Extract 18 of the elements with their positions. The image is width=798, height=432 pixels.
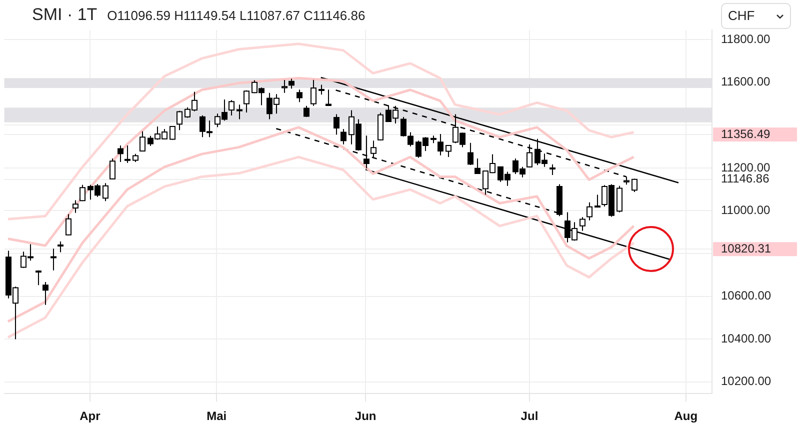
y-axis-title: CHF bbox=[728, 8, 755, 23]
y-tick-label: 11146.86 bbox=[721, 172, 770, 186]
x-tick-label: Jun bbox=[354, 409, 376, 424]
y-tick-label: 11800.00 bbox=[721, 32, 770, 46]
x-tick-label: Aug bbox=[674, 409, 698, 424]
x-tick-label: Jul bbox=[520, 409, 538, 424]
y-tick-label: 11356.49 bbox=[721, 126, 770, 141]
y-tick-label: 11600.00 bbox=[721, 74, 770, 89]
y-tick-label: 10200.00 bbox=[721, 374, 772, 388]
y-tick-label: 11200.00 bbox=[721, 160, 770, 174]
x-tick-label: Apr bbox=[80, 409, 101, 424]
chart-title: SMI · 1T bbox=[32, 5, 98, 24]
chart-subtitle: O11096.59 H11149.54 L11087.67 C11146.86 bbox=[107, 8, 366, 23]
x-tick-label: Mai bbox=[206, 409, 227, 424]
y-tick-label: 11000.00 bbox=[721, 203, 770, 218]
y-tick-label: 10400.00 bbox=[721, 331, 772, 346]
y-tick-label: 10820.31 bbox=[721, 241, 772, 256]
y-tick-label: 10600.00 bbox=[721, 288, 772, 303]
